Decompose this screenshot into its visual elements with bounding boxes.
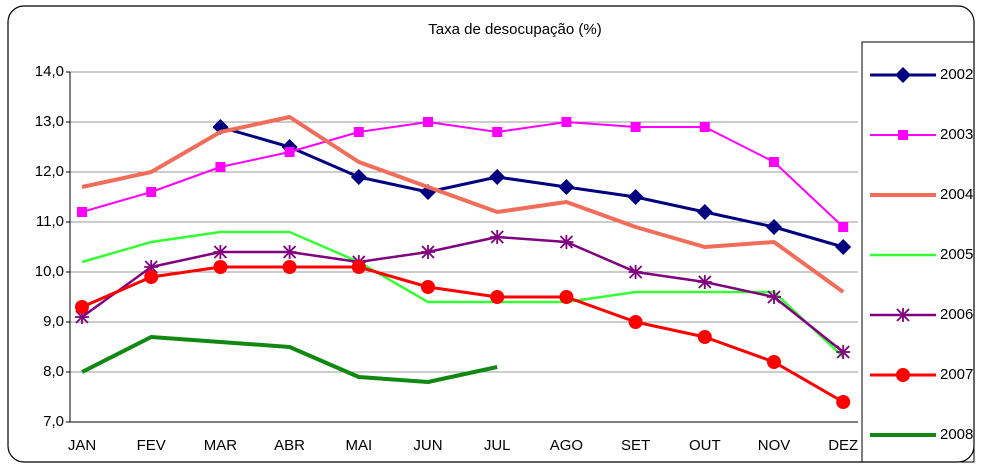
data-point [492, 127, 503, 137]
data-point [490, 230, 505, 244]
data-point [421, 245, 435, 259]
x-tick-label: FEV [137, 437, 166, 454]
data-point [282, 260, 297, 274]
y-tick-label: 11,0 [36, 213, 64, 230]
data-point [213, 260, 228, 274]
data-point [75, 300, 89, 314]
legend-label: 2005 [940, 246, 973, 263]
y-tick-label: 8,0 [43, 363, 64, 380]
x-tick-label: AGO [550, 437, 583, 454]
data-point [561, 117, 572, 127]
data-point [766, 219, 782, 235]
data-point [146, 187, 157, 197]
data-point [836, 345, 851, 359]
legend-label: 2002 [940, 66, 973, 83]
x-tick-label: SET [621, 437, 650, 454]
x-tick-label: JAN [68, 437, 96, 454]
x-tick-label: JUN [413, 437, 442, 454]
data-point [282, 245, 297, 259]
data-point [75, 310, 89, 324]
data-point [835, 239, 852, 255]
data-point [284, 147, 295, 157]
data-point [77, 207, 87, 217]
legend-label: 2007 [940, 366, 973, 383]
y-tick-label: 14,0 [35, 63, 64, 80]
legend-label: 2004 [940, 186, 973, 203]
legend-box [861, 41, 975, 463]
x-tick-label: JUL [484, 437, 511, 454]
data-point [558, 179, 575, 195]
data-point [838, 222, 849, 232]
data-point [351, 260, 366, 274]
series-line [81, 335, 498, 384]
series-line [219, 125, 844, 249]
x-tick-label: OUT [689, 437, 721, 454]
series-line [81, 115, 845, 294]
data-point [215, 162, 226, 172]
series-line [81, 265, 844, 404]
data-point [630, 122, 641, 132]
data-point [697, 330, 712, 344]
data-point [144, 270, 159, 284]
series-line [81, 121, 844, 228]
data-point [836, 395, 851, 409]
data-point [767, 290, 781, 304]
legend-marker [898, 130, 908, 140]
data-point [627, 189, 644, 205]
chart-title: Taxa de desocupação (%) [428, 21, 601, 38]
x-tick-label: NOV [758, 437, 791, 454]
series-line [81, 235, 844, 353]
legend-marker [896, 308, 910, 322]
series-line [81, 230, 845, 358]
data-point [421, 280, 435, 294]
y-tick-label: 10,0 [35, 263, 64, 280]
data-point [489, 169, 506, 185]
data-point [628, 315, 643, 329]
y-tick-label: 9,0 [43, 313, 64, 330]
data-point [559, 235, 574, 249]
legend-marker [895, 67, 911, 83]
data-point [213, 245, 228, 259]
x-tick-label: MAR [204, 437, 238, 454]
data-point [144, 260, 159, 274]
data-point [696, 204, 713, 220]
x-tick-label: DEZ [828, 437, 858, 454]
y-tick-label: 13,0 [35, 113, 64, 130]
data-point [350, 169, 367, 185]
data-point [769, 157, 779, 167]
x-tick-label: MAI [345, 437, 372, 454]
y-tick-label: 7,0 [43, 413, 64, 430]
data-point [490, 290, 505, 304]
data-point [628, 265, 643, 279]
legend-label: 2006 [940, 306, 973, 323]
y-tick-label: 12,0 [35, 163, 64, 180]
legend-label: 2008 [940, 426, 973, 443]
data-point [699, 122, 710, 132]
data-point [353, 127, 364, 137]
data-point [697, 275, 712, 289]
legend-label: 2003 [940, 126, 973, 143]
data-point [559, 290, 574, 304]
legend-marker [896, 368, 910, 382]
data-point [767, 355, 781, 369]
x-tick-label: ABR [274, 437, 305, 454]
data-point [423, 117, 433, 127]
